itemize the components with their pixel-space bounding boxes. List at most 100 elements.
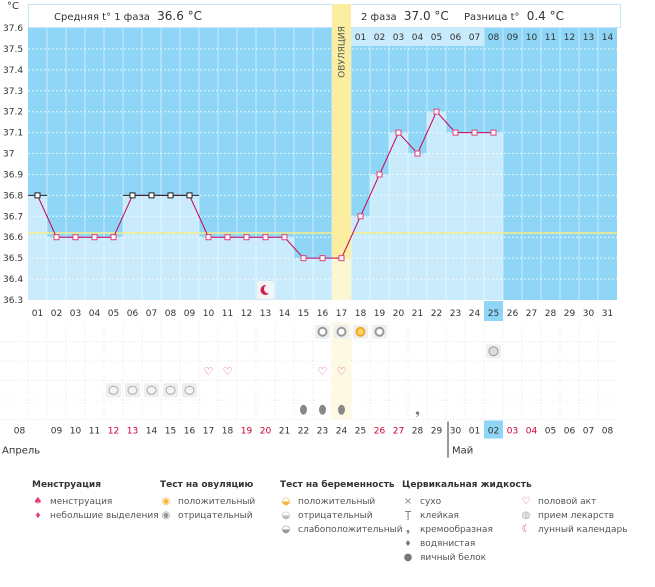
ovulation-positive-icon (355, 326, 366, 337)
temperature-bar (161, 195, 180, 300)
date-label: 09 (51, 427, 63, 437)
cycle-day-label: 22 (431, 309, 442, 319)
heart-icon: ♡ (204, 365, 214, 378)
phase2-day-cell (465, 28, 484, 46)
moon-icon-mask (264, 284, 273, 294)
legend-item: ● яичный белок (403, 552, 487, 563)
phase2-day-label: 06 (450, 33, 462, 43)
moon-icon: ☾ (521, 524, 531, 535)
spacer (503, 301, 504, 302)
legend-item: ☾ лунный календарь (521, 524, 628, 535)
cycle-day-label: 03 (70, 309, 81, 319)
legend-title: Менструация (32, 480, 101, 490)
pill-icon (165, 385, 176, 395)
date-label: 26 (374, 427, 386, 437)
creamy-icon: ❟ (415, 403, 420, 417)
date-label: 19 (241, 427, 253, 437)
y-tick-label: 37.2 (3, 108, 23, 118)
phase2-day-cell (427, 28, 446, 46)
header-right (333, 4, 621, 28)
cycle-day-label: 26 (507, 309, 519, 319)
phase2-label: 2 фаза (361, 12, 397, 23)
date-label: 30 (450, 427, 462, 437)
pregnancy-weak-icon: ◒ (281, 524, 291, 535)
cycle-day-label: 10 (203, 309, 215, 319)
phase2-day-label: 02 (374, 33, 385, 43)
date-label: 13 (127, 427, 138, 437)
cycle-day-label: 15 (298, 309, 309, 319)
cycle-day-label: 24 (469, 309, 481, 319)
temperature-bar (66, 237, 85, 300)
bbt-chart: ОВУЛЯЦИЯ 01 02 03 04 05 06 07 08 09 10 11 12 13 14 37.… (0, 4, 617, 458)
cycle-day-label: 19 (374, 309, 386, 319)
cycle-day-label: 01 (32, 309, 43, 319)
date-label: 27 (393, 427, 404, 437)
temperature-bar (47, 237, 66, 300)
temperature-point (490, 129, 497, 136)
temperature-bar (28, 195, 47, 300)
watery-icon: ♦ (404, 539, 412, 548)
cycle-day-label: 25 (488, 309, 499, 319)
y-tick-label: 36.8 (3, 191, 23, 201)
temperature-point (433, 108, 440, 115)
legend-item: ❟ кремообразная (402, 523, 532, 537)
temperature-point (167, 192, 174, 199)
date-label: 06 (564, 427, 576, 437)
legend-title: Цервикальная жидкость (402, 480, 532, 490)
month-label: Май (452, 446, 473, 457)
phase2-day-cell (389, 28, 408, 46)
temperature-bar (180, 195, 199, 300)
temperature-bar (104, 237, 123, 300)
y-tick-label: 36.9 (3, 170, 23, 180)
ovulation-label: ОВУЛЯЦИЯ (338, 26, 348, 78)
pill-icon (184, 385, 195, 395)
temperature-point (91, 234, 98, 241)
temperature-bar (370, 174, 389, 300)
cycle-day-label: 06 (127, 309, 139, 319)
phase2-day-label: 10 (526, 33, 538, 43)
date-label: 25 (355, 427, 366, 437)
phase2-day-cell (446, 28, 465, 46)
cycle-day-label: 13 (260, 309, 271, 319)
pregnancy-positive-icon: ◒ (281, 496, 291, 507)
date-label: 03 (507, 427, 518, 437)
legend-item: ◉ положительный (161, 496, 256, 507)
phase2-value: 37.0 °C (403, 9, 449, 23)
cycle-day-label: 14 (279, 309, 291, 319)
y-tick-label: 36.3 (3, 296, 23, 306)
y-tick-label: 36.4 (3, 275, 23, 285)
ovulation-negative-icon (374, 326, 385, 337)
pill-icon (146, 385, 157, 395)
ovulation-band (332, 4, 351, 300)
cycle-day-label: 27 (526, 309, 537, 319)
temperature-point (72, 234, 79, 241)
temperature-bar (199, 237, 218, 300)
legend-other: ♡ половой акт ◍ прием лекарств ☾ лунный кал… (520, 480, 628, 537)
y-tick-label: 37.3 (3, 87, 23, 97)
pill-icon (127, 385, 138, 395)
ovulation-column (332, 322, 351, 420)
legend-item: ◒ положительный (281, 496, 376, 507)
legend-item: ♦ водянистая (402, 537, 532, 551)
legend-item: × сухо (403, 496, 442, 507)
phase2-day-label: 04 (412, 33, 424, 43)
cycle-day-label: 07 (146, 309, 157, 319)
cycle-day-label: 16 (317, 309, 329, 319)
cycle-day-label: 31 (602, 309, 613, 319)
spotting-icon: ♦ (34, 511, 42, 520)
temperature-bar (218, 237, 237, 300)
phase2-day-label: 14 (602, 33, 614, 43)
y-tick-label: 37.6 (3, 24, 23, 34)
pill-icon (108, 385, 119, 395)
y-tick-label: 36.6 (3, 233, 23, 243)
y-tick-label: 37.1 (3, 129, 23, 139)
date-label: 16 (184, 427, 196, 437)
date-label: 12 (108, 427, 119, 437)
date-label: 17 (203, 427, 214, 437)
temperature-point (148, 192, 155, 199)
temperature-point (471, 129, 478, 136)
temperature-point (53, 234, 60, 241)
phase2-day-label: 01 (355, 33, 366, 43)
